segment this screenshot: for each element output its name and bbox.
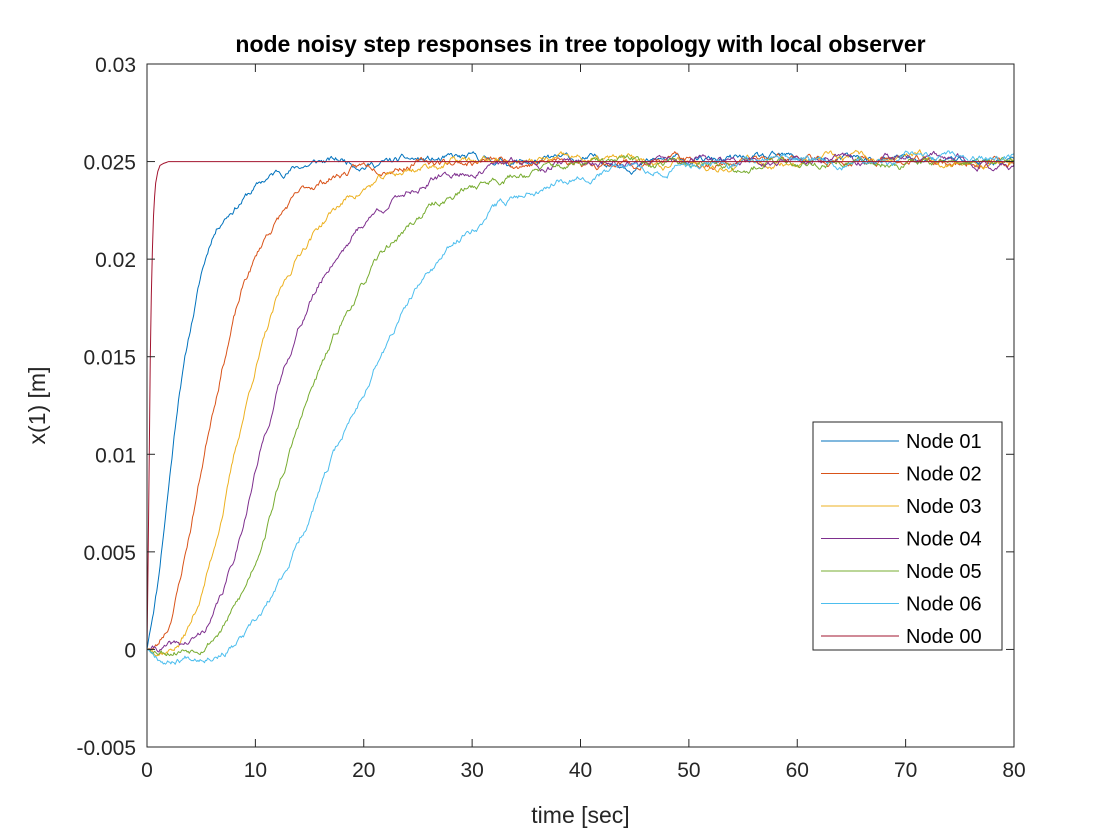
y-tick-label: 0.025 — [83, 152, 136, 175]
x-tick-label: 30 — [460, 759, 483, 782]
legend-label: Node 04 — [906, 529, 982, 551]
y-tick-label: 0 — [124, 639, 136, 662]
legend-label: Node 02 — [906, 464, 982, 486]
legend-label: Node 03 — [906, 496, 982, 518]
y-tick-label: 0.005 — [83, 542, 136, 565]
series-line-node-00 — [146, 161, 1014, 650]
y-axis-title: x(1) [m] — [24, 367, 50, 445]
x-tick-label: 70 — [894, 759, 917, 782]
legend-label: Node 06 — [906, 594, 982, 616]
y-tick-label: 0.02 — [95, 249, 136, 272]
y-tick-label: 0.03 — [95, 54, 136, 77]
legend-label: Node 01 — [906, 431, 982, 453]
plot-area: 0 10 20 30 40 50 60 70 80-0.00500.0050.010.0150.… — [76, 54, 1025, 782]
y-tick-label: 0.015 — [83, 347, 136, 370]
series-layer — [146, 149, 1015, 665]
y-tick-label: -0.005 — [76, 737, 136, 760]
x-tick-label: 40 — [569, 759, 592, 782]
y-tick-label: 0.01 — [95, 444, 136, 467]
legend-label: Node 05 — [906, 561, 982, 583]
legend: Node 01 Node 02 Node 03 Node 04 Node 05 Node … — [812, 421, 1003, 651]
chart-title: node noisy step responses in tree topolo… — [235, 31, 925, 57]
legend-box — [812, 421, 1003, 651]
x-tick-label: 0 — [141, 759, 153, 782]
x-tick-label: 60 — [786, 759, 809, 782]
x-tick-label: 20 — [352, 759, 375, 782]
x-tick-label: 10 — [244, 759, 267, 782]
x-axis-title: time [sec] — [531, 802, 629, 828]
x-tick-label: 50 — [677, 759, 700, 782]
ticks-layer: 0 10 20 30 40 50 60 70 80-0.00500.0050.010.0150.… — [76, 54, 1025, 782]
x-tick-label: 80 — [1002, 759, 1025, 782]
legend-label: Node 00 — [906, 626, 982, 648]
series-line-node-03 — [146, 149, 1015, 657]
series-line-node-06 — [146, 150, 1015, 665]
